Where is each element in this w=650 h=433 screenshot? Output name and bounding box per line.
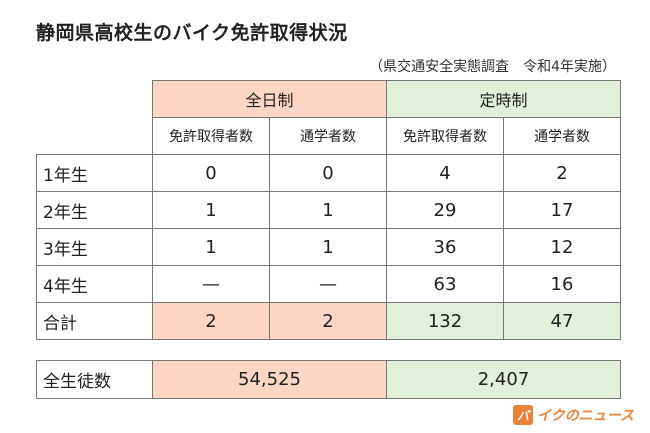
table-row: 3年生 1 1 36 12: [36, 228, 621, 266]
license-table: 全日制 定時制 免許取得者数 通学者数 免許取得者数 通学者数 1年生 0 0 …: [36, 80, 621, 340]
cell-zen-commute: 0: [269, 154, 387, 192]
cell-tei-commute: 16: [503, 265, 621, 303]
cell-zen-commute: 1: [269, 228, 387, 266]
cell-zen-license: 1: [152, 228, 270, 266]
row-label: 合計: [36, 302, 153, 340]
total-students-zennichi: 54,525: [152, 360, 387, 399]
row-label: 1年生: [36, 154, 153, 192]
total-row: 合計 2 2 132 47: [36, 302, 621, 340]
table-row: 2年生 1 1 29 17: [36, 191, 621, 229]
cell-tei-commute: 17: [503, 191, 621, 229]
table-row: 4年生 — — 63 16: [36, 265, 621, 303]
cell-tei-commute: 47: [503, 302, 621, 340]
group-header-row: 全日制 定時制: [37, 80, 621, 118]
total-students-teiji: 2,407: [386, 360, 621, 399]
source-note: （県交通安全実態調査 令和4年実施）: [369, 59, 616, 75]
total-students-table: 全生徒数 54,525 2,407: [36, 360, 621, 399]
cell-tei-commute: 12: [503, 228, 621, 266]
corner-blank: [37, 118, 153, 155]
cell-tei-commute: 2: [503, 154, 621, 192]
subheader-tei-license: 免許取得者数: [386, 117, 504, 155]
page-title: 静岡県高校生のバイク免許取得状況: [36, 22, 348, 44]
cell-tei-license: 29: [386, 191, 504, 229]
cell-tei-license: 4: [386, 154, 504, 192]
cell-zen-license: —: [152, 265, 270, 303]
cell-zen-commute: 1: [269, 191, 387, 229]
subheader-zen-commute: 通学者数: [269, 117, 387, 155]
total-students-label: 全生徒数: [36, 360, 153, 399]
row-label: 4年生: [36, 265, 153, 303]
cell-zen-commute: 2: [269, 302, 387, 340]
subheader-zen-license: 免許取得者数: [152, 117, 270, 155]
logo-text: イクのニュース: [536, 408, 634, 424]
table-row: 1年生 0 0 4 2: [36, 154, 621, 192]
corner-blank: [37, 81, 153, 118]
cell-zen-commute: —: [269, 265, 387, 303]
cell-tei-license: 132: [386, 302, 504, 340]
logo-mark-icon: バ: [512, 405, 533, 425]
cell-zen-license: 0: [152, 154, 270, 192]
group-header-zennichi: 全日制: [152, 80, 387, 118]
cell-tei-license: 36: [386, 228, 504, 266]
sub-header-row: 免許取得者数 通学者数 免許取得者数 通学者数: [37, 117, 621, 155]
total-students-row: 全生徒数 54,525 2,407: [36, 360, 621, 399]
subheader-tei-commute: 通学者数: [503, 117, 621, 155]
cell-zen-license: 1: [152, 191, 270, 229]
cell-tei-license: 63: [386, 265, 504, 303]
row-label: 3年生: [36, 228, 153, 266]
row-label: 2年生: [36, 191, 153, 229]
site-logo: バ イクのニュース: [512, 405, 634, 425]
cell-zen-license: 2: [152, 302, 270, 340]
group-header-teiji: 定時制: [386, 80, 621, 118]
